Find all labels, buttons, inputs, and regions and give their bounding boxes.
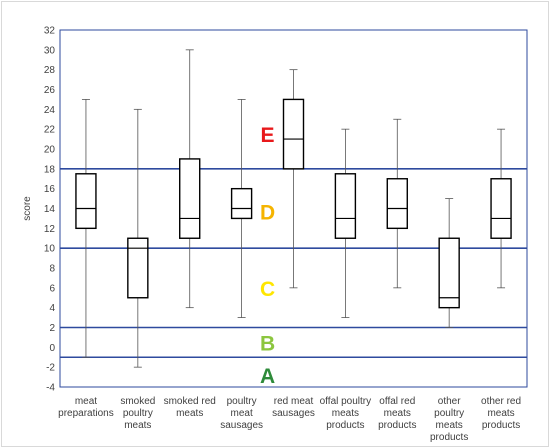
iqr-box: [490, 178, 512, 239]
category-label: meat preparations: [58, 396, 114, 419]
grade-label-e: E: [261, 124, 275, 147]
category-label-line: meat: [75, 396, 97, 407]
y-tick-label: 4: [49, 303, 55, 314]
box-plot-8: [438, 198, 460, 328]
y-tick-label: -4: [46, 383, 55, 394]
category-label-line: meats: [124, 420, 151, 431]
category-label-line: meats: [487, 408, 514, 419]
box-plot-7: [386, 118, 408, 289]
category-label: other poultry meats products: [430, 396, 468, 443]
y-tick-label: 10: [44, 244, 56, 255]
iqr-box: [386, 178, 408, 230]
category-label-line: smoked: [120, 396, 155, 407]
grade-label-b: B: [260, 332, 275, 355]
iqr-box: [127, 237, 149, 299]
iqr-box: [282, 98, 305, 170]
y-tick-label: 28: [44, 65, 56, 76]
category-label: poultry meat sausages: [220, 396, 263, 431]
category-label-line: offal poultry: [320, 396, 372, 407]
category-label-line: products: [326, 420, 364, 431]
y-tick-label: 20: [44, 145, 56, 156]
category-label-line: red meat: [274, 396, 314, 407]
category-label-line: meats: [384, 408, 411, 419]
category-label-line: preparations: [58, 408, 114, 419]
iqr-box: [230, 187, 253, 220]
y-tick-label: 16: [44, 184, 56, 195]
category-label-line: sausages: [220, 420, 263, 431]
y-tick-label: 26: [44, 85, 56, 96]
category-label-line: other red: [481, 396, 521, 407]
y-tick-label: 30: [44, 45, 56, 56]
category-label-line: poultry: [123, 408, 153, 419]
box-plot-3: [179, 49, 201, 309]
y-tick-label: 0: [49, 343, 55, 354]
iqr-box: [438, 237, 460, 309]
y-tick-label: 32: [44, 26, 56, 37]
category-label-line: offal red: [379, 396, 415, 407]
category-label-line: products: [430, 432, 468, 443]
category-label-line: meats: [436, 420, 463, 431]
grade-label-d: D: [260, 201, 275, 224]
category-label-line: meat: [230, 408, 252, 419]
grade-label-a: A: [260, 365, 275, 388]
y-tick-label: 8: [49, 264, 55, 275]
category-label-line: meats: [332, 408, 359, 419]
y-tick-label: 6: [49, 283, 55, 294]
category-label-line: sausages: [272, 408, 315, 419]
y-tick-label: -2: [46, 363, 55, 374]
category-label: other red meats products: [481, 396, 521, 431]
y-tick-label: 2: [49, 323, 55, 334]
iqr-box: [179, 158, 201, 239]
iqr-box: [75, 173, 97, 230]
box-plot-5: [282, 69, 305, 289]
y-axis-label: score: [22, 196, 33, 221]
category-label: offal poultry meats products: [320, 396, 372, 431]
y-tick-label: 22: [44, 125, 56, 136]
category-label-line: other: [438, 396, 461, 407]
y-tick-label: 24: [44, 105, 56, 116]
y-tick-label: 12: [44, 224, 56, 235]
plot-area-frame: [59, 29, 528, 388]
category-label-line: meats: [176, 408, 203, 419]
category-label-line: poultry: [227, 396, 257, 407]
category-label-line: products: [482, 420, 520, 431]
category-label: red meat sausages: [272, 396, 315, 419]
category-label: smoked red meats: [164, 396, 216, 419]
y-tick-label: 14: [44, 204, 56, 215]
category-label-line: smoked red: [164, 396, 216, 407]
box-plot-6: [334, 128, 357, 318]
category-label: smoked poultry meats: [120, 396, 155, 431]
box-plot-9: [490, 128, 512, 289]
box-plot-4: [230, 99, 253, 318]
grade-label-c: C: [260, 278, 275, 301]
category-label: offal red meats products: [378, 396, 416, 431]
category-label-line: products: [378, 420, 416, 431]
category-label-line: poultry: [434, 408, 464, 419]
box-plot-2: [127, 108, 149, 368]
iqr-box: [334, 173, 357, 239]
y-tick-label: 18: [44, 164, 56, 175]
box-plot-1: [75, 99, 97, 358]
